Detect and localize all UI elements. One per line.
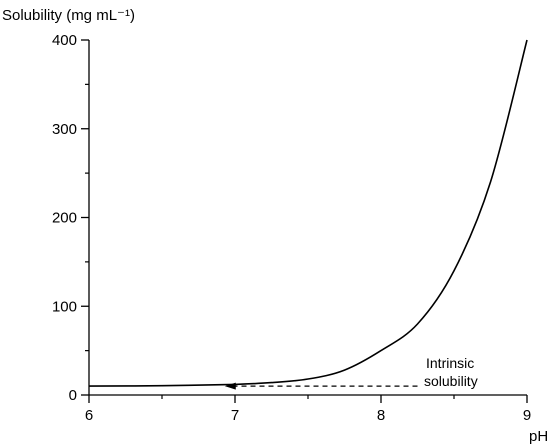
- intrinsic-solubility-annotation: Intrinsic solubility: [224, 355, 478, 390]
- x-ticks: 6 7 8 9: [85, 395, 531, 424]
- y-tick-label: 400: [52, 32, 77, 49]
- y-tick-label: 100: [52, 298, 77, 315]
- solubility-curve: [88, 39, 528, 387]
- y-tick-label: 300: [52, 121, 77, 138]
- y-tick-label: 0: [69, 387, 77, 404]
- y-tick-label: 200: [52, 210, 77, 227]
- x-axis-title: pH: [529, 428, 548, 444]
- x-tick-label: 8: [377, 407, 385, 424]
- x-tick-label: 9: [523, 407, 531, 424]
- annotation-label-line-1: Intrinsic: [426, 355, 474, 371]
- axes: 0 100 200 300 400 6 7 8 9: [52, 32, 531, 424]
- y-ticks: 0 100 200 300 400: [52, 32, 89, 404]
- y-axis-title: Solubility (mg mL⁻¹): [2, 7, 135, 24]
- annotation-label-line-2: solubility: [424, 373, 478, 389]
- annotation-arrowhead: [224, 382, 236, 390]
- x-tick-label: 6: [85, 407, 93, 424]
- x-tick-label: 7: [231, 407, 239, 424]
